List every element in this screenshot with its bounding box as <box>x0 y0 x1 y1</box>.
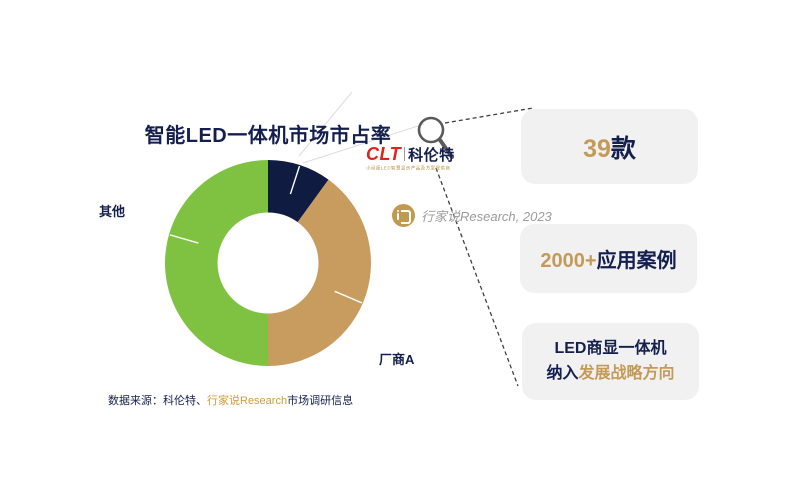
donut-chart <box>165 160 371 366</box>
leader-tick-厂商A <box>334 290 363 304</box>
watermark-text: 行家说Research, 2023 <box>421 209 552 224</box>
logo-divider <box>404 147 406 161</box>
models-count-number: 39 <box>583 134 611 163</box>
donut-slice-其他 <box>165 160 268 366</box>
callout-strategy: LED商显一体机 纳入发展战略方向 <box>522 323 699 400</box>
donut-slice-厂商A <box>268 179 371 366</box>
cases-count-number: 2000+ <box>540 250 597 272</box>
callout-application-cases: 2000+应用案例 <box>520 224 697 293</box>
dashed-connector-top <box>444 107 534 124</box>
clt-company-name: 科伦特 <box>408 147 455 164</box>
source-suffix: 市场调研信息 <box>287 395 354 407</box>
strategy-line1: LED商显一体机 <box>554 339 667 357</box>
slice-label-others: 其他 <box>99 204 126 219</box>
slice-label-vendor-a: 厂商A <box>379 352 415 367</box>
source-highlight: 行家说Research <box>207 395 288 407</box>
research-watermark: 行家说Research, 2023 <box>392 204 552 227</box>
source-prefix: 数据来源：科伦特、 <box>108 395 207 407</box>
data-source-note: 数据来源：科伦特、行家说Research市场调研信息 <box>108 392 353 408</box>
clt-brand-text: CLT <box>366 144 402 164</box>
callout-models-count: 39款 <box>521 109 698 184</box>
leader-tick-科伦特 <box>289 165 301 195</box>
donut-slice-科伦特 <box>268 160 329 223</box>
cases-label: 应用案例 <box>596 250 677 272</box>
models-count-unit: 款 <box>610 134 636 163</box>
clt-tagline: 小间距LED智慧显示产品及方案提供商 <box>366 165 451 171</box>
leader-tick-其他 <box>169 234 199 244</box>
dashed-connector-bottom <box>435 167 519 387</box>
hangjiashuo-icon <box>392 204 415 227</box>
strategy-line2-accent: 发展战略方向 <box>578 364 675 382</box>
strategy-line2-prefix: 纳入 <box>546 364 579 382</box>
clt-logo: CLT 科伦特 小间距LED智慧显示产品及方案提供商 <box>366 145 486 176</box>
chart-title: 智能LED一体机市场市占率 <box>144 125 392 147</box>
